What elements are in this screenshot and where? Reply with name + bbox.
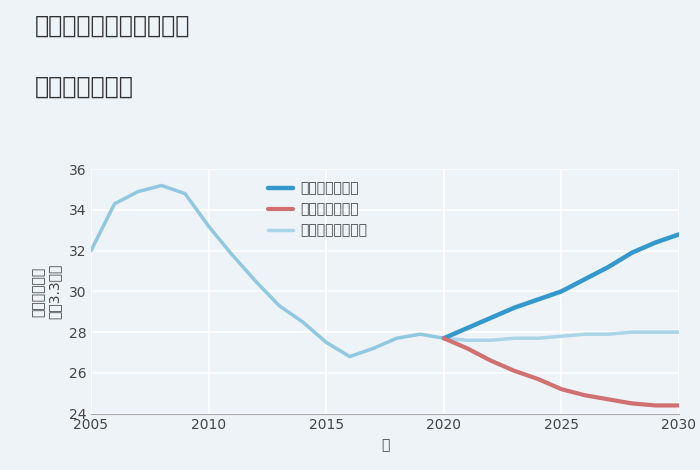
バッドシナリオ — [557, 386, 566, 392]
Line: バッドシナリオ: バッドシナリオ — [444, 338, 679, 406]
ノーマルシナリオ — [463, 337, 472, 343]
グッドシナリオ — [604, 264, 612, 270]
グッドシナリオ — [581, 276, 589, 282]
ノーマルシナリオ — [675, 329, 683, 335]
ノーマルシナリオ — [628, 329, 636, 335]
ノーマルシナリオ — [510, 336, 519, 341]
グッドシナリオ — [557, 289, 566, 294]
グッドシナリオ — [486, 315, 495, 321]
バッドシナリオ — [675, 403, 683, 408]
グッドシナリオ — [675, 232, 683, 237]
Text: 兵庫県姫路市飾磨区構の: 兵庫県姫路市飾磨区構の — [35, 14, 190, 38]
バッドシナリオ — [510, 368, 519, 374]
バッドシナリオ — [581, 392, 589, 398]
グッドシナリオ — [533, 297, 542, 302]
ノーマルシナリオ — [486, 337, 495, 343]
X-axis label: 年: 年 — [381, 438, 389, 452]
Y-axis label: 単価（万円）
坪（3.3㎡）: 単価（万円） 坪（3.3㎡） — [32, 264, 62, 319]
グッドシナリオ — [628, 250, 636, 256]
バッドシナリオ — [486, 358, 495, 363]
Legend: グッドシナリオ, バッドシナリオ, ノーマルシナリオ: グッドシナリオ, バッドシナリオ, ノーマルシナリオ — [262, 176, 372, 243]
グッドシナリオ — [510, 305, 519, 311]
ノーマルシナリオ — [533, 336, 542, 341]
ノーマルシナリオ — [651, 329, 659, 335]
Line: グッドシナリオ: グッドシナリオ — [444, 235, 679, 338]
Line: ノーマルシナリオ: ノーマルシナリオ — [444, 332, 679, 340]
ノーマルシナリオ — [440, 336, 448, 341]
ノーマルシナリオ — [557, 333, 566, 339]
グッドシナリオ — [463, 325, 472, 331]
バッドシナリオ — [463, 345, 472, 351]
グッドシナリオ — [440, 336, 448, 341]
バッドシナリオ — [628, 400, 636, 406]
ノーマルシナリオ — [581, 331, 589, 337]
グッドシナリオ — [651, 240, 659, 245]
バッドシナリオ — [651, 403, 659, 408]
ノーマルシナリオ — [604, 331, 612, 337]
バッドシナリオ — [604, 397, 612, 402]
Text: 土地の価格推移: 土地の価格推移 — [35, 75, 134, 99]
バッドシナリオ — [533, 376, 542, 382]
バッドシナリオ — [440, 336, 448, 341]
